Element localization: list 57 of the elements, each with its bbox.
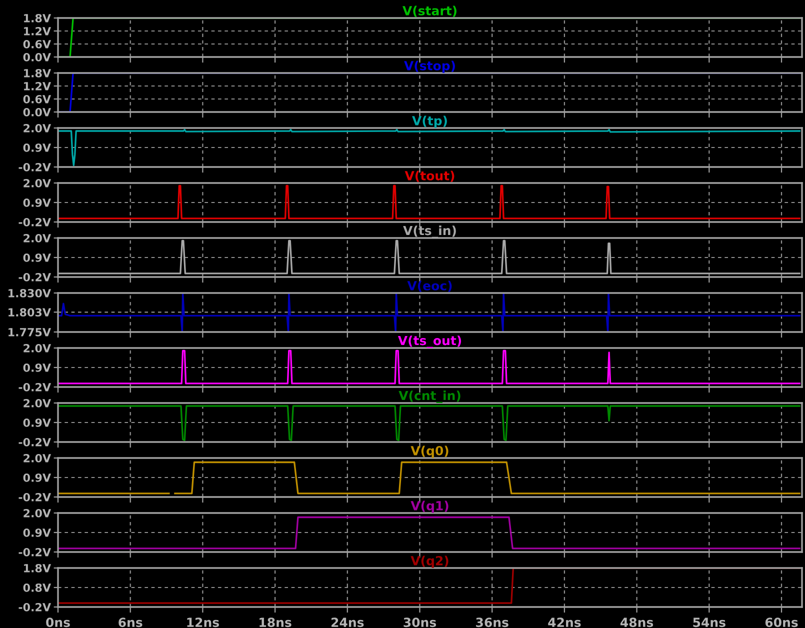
y-tick-label: -0.2V <box>18 218 52 226</box>
y-tick-label: -0.2V <box>18 162 52 172</box>
y-tick-label: 1.775V <box>8 328 52 336</box>
y-tick-label: 2.0V <box>24 124 52 132</box>
series-label: V(stop) <box>404 60 455 73</box>
y-tick-label: 1.2V <box>24 82 52 90</box>
y-tick-label: 2.0V <box>24 398 52 408</box>
y-tick-label: 2.0V <box>24 508 52 518</box>
y-tick-label: 1.8V <box>24 68 52 78</box>
y-tick-label: 0.9V <box>23 473 52 482</box>
y-tick-label: -0.2V <box>18 602 52 612</box>
y-tick-label: 1.830V <box>8 288 52 298</box>
y-tick-label: 2.0V <box>24 454 52 462</box>
y-tick-label: 0.6V <box>23 40 52 48</box>
series-label: V(tp) <box>412 116 447 128</box>
series-label: V(q1) <box>410 500 448 513</box>
y-tick-label: -0.2V <box>18 548 52 556</box>
y-tick-label: 0.9V <box>23 143 52 152</box>
y-tick-label: 2.0V <box>24 178 52 188</box>
series-label: V(ts_in) <box>403 226 456 238</box>
y-tick-label: 2.0V <box>24 344 52 352</box>
x-tick-label: 60ns <box>765 618 798 628</box>
y-tick-label: 1.2V <box>24 26 52 36</box>
series-label: V(ts_out) <box>398 336 462 348</box>
y-tick-label: 2.0V <box>24 234 52 242</box>
y-tick-label: 0.6V <box>23 94 52 104</box>
y-tick-label: 0.9V <box>23 253 52 262</box>
y-tick-label: 0.9V <box>23 198 52 207</box>
y-tick-label: 1.803V <box>8 308 52 317</box>
x-tick-label: 42ns <box>548 618 581 628</box>
x-tick-label: 36ns <box>476 618 508 628</box>
y-tick-label: -0.2V <box>18 272 52 282</box>
x-tick-label: 30ns <box>404 618 436 628</box>
series-label: V(tout) <box>404 170 454 182</box>
y-tick-label: -0.2V <box>18 492 52 502</box>
x-tick-label: 54ns <box>693 618 726 628</box>
y-tick-label: 0.9V <box>23 363 52 372</box>
series-label: V(cnt_in) <box>398 390 460 403</box>
series-label: V(eoc) <box>407 280 452 292</box>
y-tick-label: 0.0V <box>23 52 52 62</box>
y-tick-label: 1.8V <box>24 14 52 22</box>
x-tick-label: 48ns <box>620 618 654 628</box>
y-tick-label: 0.8V <box>23 583 52 592</box>
y-tick-label: 0.0V <box>23 108 52 116</box>
series-label: V(start) <box>402 6 456 17</box>
text: V(q2) <box>410 556 448 568</box>
y-tick-label: 0.9V <box>23 528 52 537</box>
x-tick-label: 24ns <box>332 618 364 628</box>
y-tick-label: 0.9V <box>23 418 52 427</box>
y-tick-label: -0.2V <box>18 438 52 446</box>
series-label: V(q0) <box>410 446 448 458</box>
x-tick-label: 12ns <box>187 618 219 628</box>
y-tick-label: -0.2V <box>18 382 52 392</box>
x-tick-label: 18ns <box>260 618 292 628</box>
x-tick-label: 0ns <box>46 618 70 628</box>
x-tick-label: 6ns <box>118 618 142 628</box>
y-tick-label: 1.8V <box>24 564 52 572</box>
